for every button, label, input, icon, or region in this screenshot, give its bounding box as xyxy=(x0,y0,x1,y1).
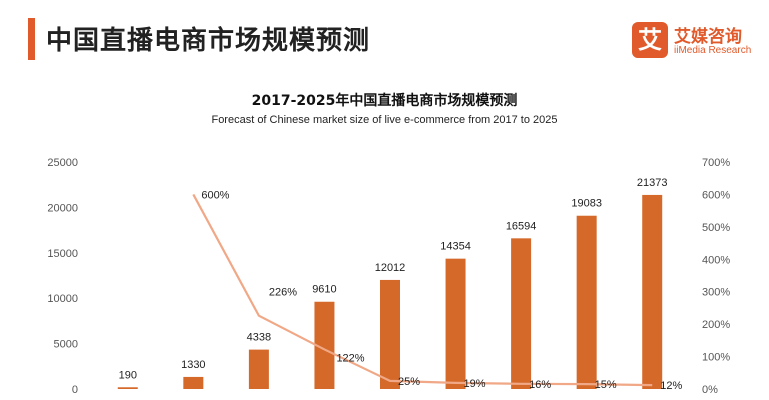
right-axis-tick-label: 500% xyxy=(702,222,730,234)
bar xyxy=(445,258,466,389)
growth-rate-label: 25% xyxy=(398,376,420,388)
title-accent-bar xyxy=(28,18,35,60)
logo-name-cn: 艾媒咨询 xyxy=(674,27,742,47)
right-axis-tick-label: 0% xyxy=(702,384,718,396)
bar-value-label: 12012 xyxy=(375,262,406,274)
growth-rate-label: 15% xyxy=(595,379,617,391)
page-title: 中国直播电商市场规模预测 xyxy=(46,26,371,56)
left-axis-tick-label: 0 xyxy=(72,384,78,396)
right-axis-tick-label: 300% xyxy=(702,287,730,299)
logo-name-en: iiMedia Research xyxy=(674,45,752,56)
growth-rate-line xyxy=(192,193,653,387)
right-axis-tick-label: 100% xyxy=(702,352,730,364)
growth-rate-label: 16% xyxy=(529,379,551,391)
right-axis-tick-label: 200% xyxy=(702,319,730,331)
growth-rate-label: 19% xyxy=(464,378,486,390)
logo-mark: 艾 xyxy=(632,22,668,58)
right-axis-tick-label: 400% xyxy=(702,254,730,266)
bar-value-label: 4338 xyxy=(247,332,271,344)
left-axis-tick-label: 10000 xyxy=(47,293,78,305)
brand-logo: 艾 艾媒咨询 iiMedia Research xyxy=(632,22,762,62)
right-axis-tick-label: 700% xyxy=(702,157,730,169)
bar xyxy=(183,376,204,389)
bar-value-label: 16594 xyxy=(506,220,537,232)
bar-value-label: 9610 xyxy=(312,284,336,296)
right-axis-tick-label: 600% xyxy=(702,189,730,201)
bar-value-label: 14354 xyxy=(440,241,471,253)
growth-rate-label: 12% xyxy=(660,380,682,392)
growth-rate-label: 600% xyxy=(201,189,229,201)
bar-value-label: 19083 xyxy=(571,198,602,210)
bar xyxy=(576,215,597,389)
bar xyxy=(248,349,269,389)
bar xyxy=(380,279,400,389)
bar-value-label: 21373 xyxy=(637,177,668,189)
left-axis-tick-label: 15000 xyxy=(47,248,78,260)
bar xyxy=(511,238,532,389)
growth-rate-label: 226% xyxy=(269,287,297,299)
growth-rate-label: 122% xyxy=(336,352,364,364)
bar xyxy=(642,194,663,389)
bar-value-label: 190 xyxy=(119,369,137,381)
bar xyxy=(117,387,138,389)
chart-title: 2017-2025年中国直播电商市场规模预测 xyxy=(251,93,518,109)
left-axis-tick-label: 20000 xyxy=(47,202,78,214)
left-axis-tick-label: 25000 xyxy=(47,157,78,169)
chart-subtitle: Forecast of Chinese market size of live … xyxy=(211,114,558,126)
bar-value-label: 1330 xyxy=(181,359,205,371)
left-axis-tick-label: 5000 xyxy=(54,339,78,351)
bar xyxy=(314,301,335,389)
